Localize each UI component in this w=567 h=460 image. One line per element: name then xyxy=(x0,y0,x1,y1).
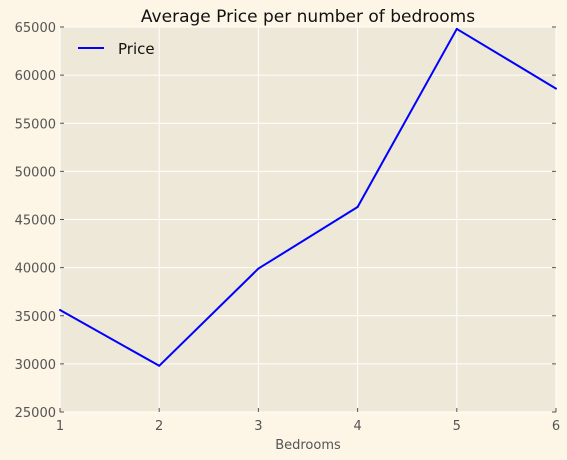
x-tick-label: 4 xyxy=(353,419,361,434)
series-line-price xyxy=(59,27,557,367)
chart-title: Average Price per number of bedrooms xyxy=(141,7,475,27)
axis-ticks: 1 2 3 4 5 6 25000 30000 35000 40000 45000 50000 5500… xyxy=(15,21,561,434)
x-tick-label: 5 xyxy=(453,419,461,434)
x-axis-label: Bedrooms xyxy=(275,438,341,453)
legend: Price xyxy=(78,40,155,58)
y-tick-label: 35000 xyxy=(15,310,56,325)
legend-label-price: Price xyxy=(118,40,155,58)
y-tick-label: 40000 xyxy=(15,262,56,277)
data-point-price xyxy=(455,27,458,30)
y-tick-label: 25000 xyxy=(15,406,56,421)
y-tick-label: 45000 xyxy=(15,214,56,229)
y-tick-label: 65000 xyxy=(15,21,56,36)
data-point-price xyxy=(555,87,557,90)
x-tick-label: 2 xyxy=(155,419,163,434)
data-point-price xyxy=(59,308,61,311)
y-tick-label: 50000 xyxy=(15,165,56,180)
x-tick-label: 1 xyxy=(56,419,64,434)
y-tick-label: 30000 xyxy=(15,358,56,373)
series-layer xyxy=(59,27,557,367)
data-point-price xyxy=(158,364,161,367)
data-point-price xyxy=(356,205,359,208)
x-tick-label: 3 xyxy=(254,419,262,434)
grid xyxy=(59,26,557,413)
y-tick-label: 60000 xyxy=(15,69,56,84)
x-tick-label: 6 xyxy=(552,419,560,434)
data-point-price xyxy=(257,267,260,270)
y-tick-label: 55000 xyxy=(15,117,56,132)
